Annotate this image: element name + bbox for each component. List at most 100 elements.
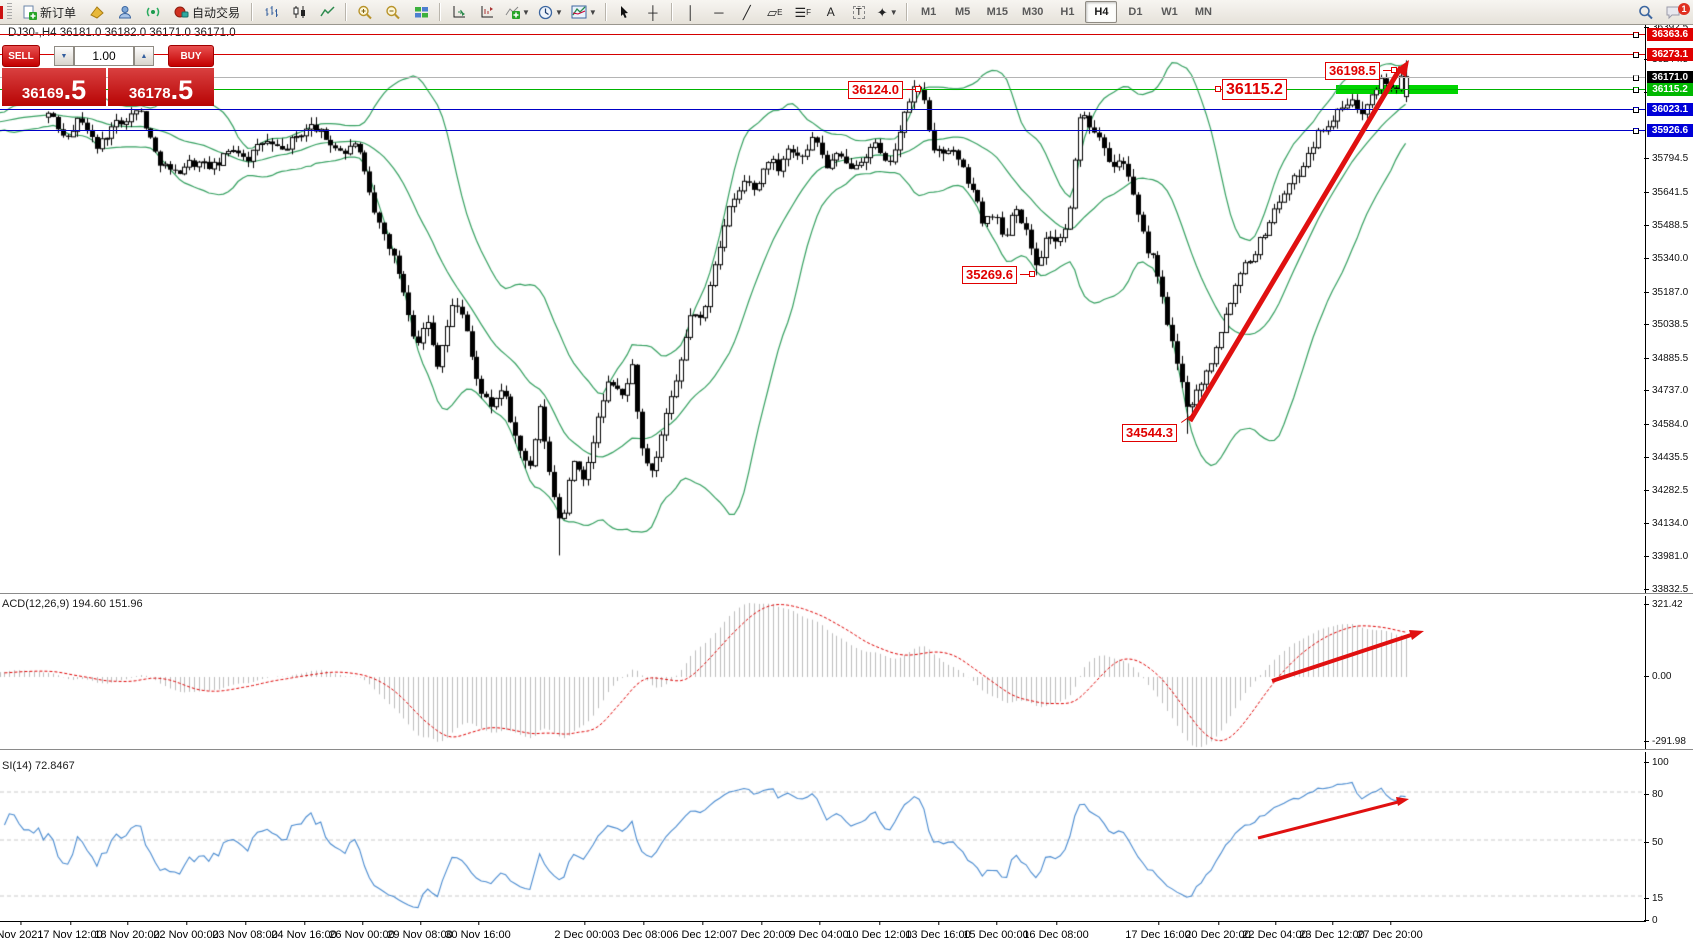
toolbar: 新订单 自动交易 ▼ ▼	[0, 0, 1693, 25]
fibonacci-icon: ☰	[794, 4, 807, 20]
timeframe-m15[interactable]: M15	[986, 6, 1009, 18]
notifications-button[interactable]: 1	[1661, 1, 1690, 23]
fibonacci-button[interactable]: ☰ F	[790, 1, 816, 23]
search-button[interactable]	[1633, 1, 1659, 23]
price-axis-border	[1645, 24, 1646, 921]
sell-price-pips: .5	[63, 75, 87, 105]
signal-button[interactable]	[140, 1, 166, 23]
time-label: 15 Dec 00:00	[963, 921, 1029, 941]
support-line-36115[interactable]	[0, 87, 1645, 93]
profile-button[interactable]	[112, 1, 138, 23]
time-label: 6 Dec 12:00	[672, 921, 732, 941]
timeframe-mn[interactable]: MN	[1194, 6, 1212, 18]
one-click-trading-panel: SELL ▼ 1.00 ▲ BUY 36169 .5 36178 .5	[2, 45, 214, 106]
notification-badge: 1	[1678, 3, 1690, 15]
bar-chart-button[interactable]	[258, 1, 284, 23]
price-tick: 35488.5	[1643, 220, 1689, 232]
line-chart-button[interactable]	[314, 1, 340, 23]
volume-increase-button[interactable]: ▲	[134, 46, 154, 66]
indicator-tick: 80	[1643, 789, 1664, 800]
timeframe-d1[interactable]: D1	[1128, 6, 1143, 18]
vertical-line-button[interactable]: │	[678, 1, 704, 23]
price-tick: 34435.5	[1643, 451, 1689, 463]
price-tick: 33832.5	[1643, 584, 1689, 596]
horizontal-line-icon: ─	[714, 4, 724, 20]
price-callout-36124[interactable]: 36124.0	[848, 81, 903, 99]
volume-decrease-button[interactable]: ▼	[54, 46, 74, 66]
time-label: 30 Nov 16:00	[445, 921, 511, 941]
resistance-line-36273[interactable]	[0, 52, 1645, 58]
sell-button[interactable]: SELL	[2, 45, 40, 67]
timeframe-m30[interactable]: M30	[1022, 6, 1044, 18]
timeframe-h1[interactable]: H1	[1060, 6, 1075, 18]
tile-windows-icon	[414, 7, 428, 18]
auto-scroll-icon	[453, 6, 465, 18]
buy-button[interactable]: BUY	[168, 45, 214, 67]
chart-shift-button[interactable]	[474, 1, 500, 23]
clipped-icon	[0, 5, 3, 19]
arrows-button[interactable]: ✦ ▼	[874, 1, 901, 23]
templates-button[interactable]: ▼	[568, 1, 600, 23]
horizontal-line-button[interactable]: ─	[706, 1, 732, 23]
support-line-36023[interactable]	[0, 107, 1645, 113]
support-line-35926[interactable]	[0, 128, 1645, 134]
indicators-button[interactable]: ▼	[502, 1, 533, 23]
zoom-in-button[interactable]	[352, 1, 378, 23]
buy-price-display[interactable]: 36178 .5	[108, 68, 214, 106]
time-label: 24 Nov 16:00	[271, 921, 337, 941]
new-order-button[interactable]: 新订单	[16, 1, 82, 23]
zoom-out-button[interactable]	[380, 1, 406, 23]
crosshair-button[interactable]: ┼	[640, 1, 666, 23]
dropdown-arrow: ▼	[588, 7, 597, 17]
toolbar-separator	[604, 3, 607, 21]
text-label-button[interactable]: T	[846, 1, 872, 23]
candlestick-chart-button[interactable]	[286, 1, 312, 23]
dropdown-arrow: ▼	[554, 7, 563, 17]
dropdown-arrow: ▼	[522, 7, 530, 17]
timeframe-w1[interactable]: W1	[1161, 6, 1178, 18]
macd-label: ACD(12,26,9) 194.60 151.96	[2, 598, 143, 610]
price-callout-36198[interactable]: 36198.5	[1325, 62, 1380, 80]
trendline-button[interactable]: ╱	[734, 1, 760, 23]
charts-bar-button[interactable]	[84, 1, 110, 23]
price-callout-36115[interactable]: 36115.2	[1222, 79, 1287, 100]
cursor-icon	[621, 6, 629, 18]
time-label: 22 Dec 04:00	[1242, 921, 1308, 941]
time-label: 29 Nov 08:00	[387, 921, 453, 941]
tile-windows-button[interactable]	[408, 1, 434, 23]
time-label: 20 Dec 20:00	[1185, 921, 1251, 941]
zoom-in-icon	[358, 5, 372, 19]
equidistant-channel-button[interactable]: ▱ E	[762, 1, 788, 23]
time-label: 17 Dec 16:00	[1125, 921, 1191, 941]
timeframe-h4[interactable]: H4	[1085, 1, 1118, 23]
price-chart-canvas[interactable]	[0, 24, 1693, 943]
text-button[interactable]: A	[818, 1, 844, 23]
indicator-tick: 100	[1644, 757, 1669, 768]
auto-scroll-button[interactable]	[446, 1, 472, 23]
timeframe-m5[interactable]: M5	[954, 6, 971, 18]
indicator-tick: 0.00	[1643, 671, 1672, 682]
price-tick: 35187.0	[1643, 286, 1689, 298]
toolbar-separator	[345, 3, 348, 21]
price-callout-35269[interactable]: 35269.6	[962, 266, 1017, 284]
indicator-tick: 0	[1644, 915, 1658, 926]
price-tick: 33981.0	[1643, 551, 1689, 563]
pane-separator[interactable]	[0, 749, 1693, 752]
dropdown-arrow: ▼	[889, 7, 898, 17]
sell-price-display[interactable]: 36169 .5	[2, 68, 106, 106]
cursor-button[interactable]	[612, 1, 638, 23]
pane-separator[interactable]	[0, 593, 1693, 596]
vertical-line-icon: │	[686, 4, 695, 20]
time-label: 2 Dec 00:00	[554, 921, 614, 941]
auto-trading-button[interactable]: 自动交易	[168, 1, 246, 23]
price-tag: 35926.6	[1647, 124, 1693, 137]
current-price-line	[0, 75, 1645, 81]
resistance-line-36363[interactable]	[0, 32, 1645, 38]
price-callout-34544[interactable]: 34544.3	[1122, 424, 1177, 442]
text-label-icon: T	[852, 5, 865, 19]
timeframe-m1[interactable]: M1	[920, 6, 937, 18]
volume-input[interactable]: 1.00	[74, 46, 134, 66]
toolbar-grip[interactable]	[7, 3, 12, 21]
toolbar-separator	[670, 3, 673, 21]
periods-button[interactable]: ▼	[535, 1, 566, 23]
